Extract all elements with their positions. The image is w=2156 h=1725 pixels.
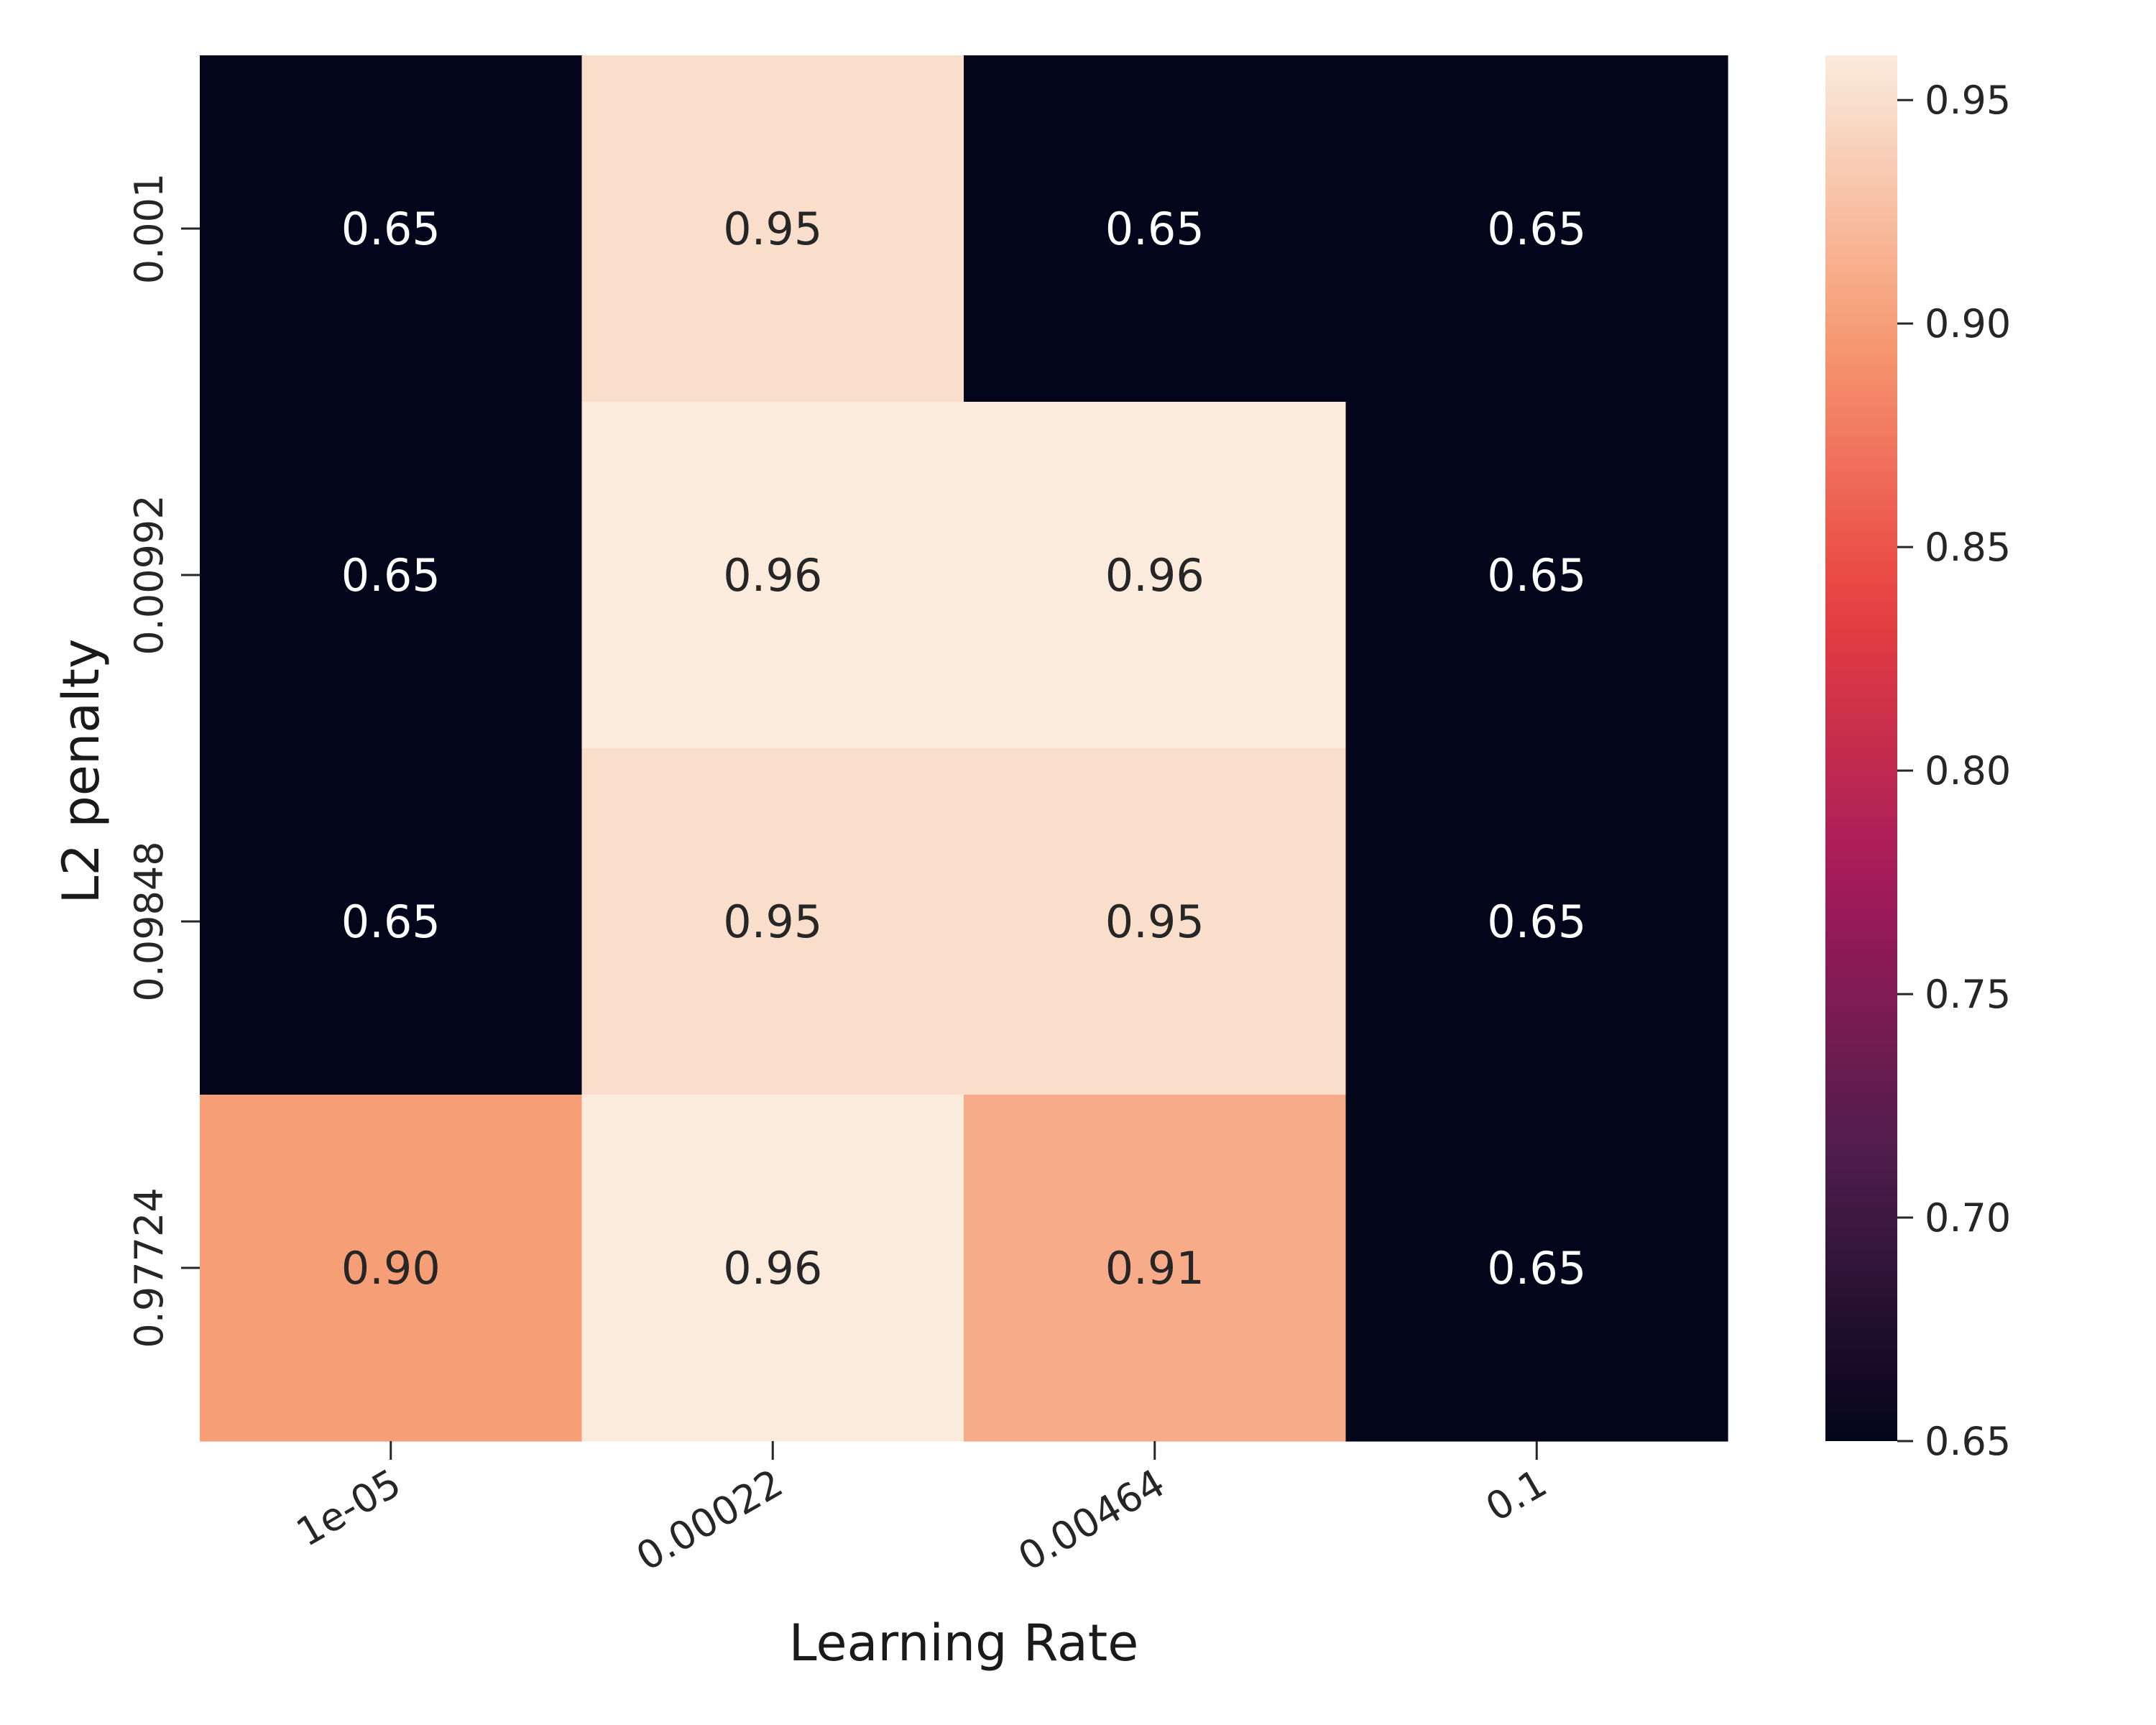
x-tick-label: 1e-05: [289, 1460, 408, 1555]
heatmap-cell: [200, 55, 583, 402]
x-tick-label: 0.1: [1478, 1460, 1554, 1531]
heatmap-cell: [581, 402, 964, 749]
cell-value-label: 0.95: [1105, 896, 1204, 948]
heatmap-cell: [964, 748, 1347, 1095]
x-tick-label: 0.00022: [629, 1460, 791, 1580]
heatmap-cell: [581, 55, 964, 402]
heatmap-cell: [1345, 55, 1728, 402]
y-tick-label: 0.00992: [126, 494, 172, 655]
heatmap-cell: [1345, 402, 1728, 749]
cell-value-label: 0.65: [341, 549, 441, 602]
colorbar-tick-label: 0.85: [1925, 525, 2011, 570]
heatmap-cell: [581, 1095, 964, 1442]
x-axis: 1e-05 0.00022 0.00464 0.1: [289, 1441, 1554, 1580]
cell-value-label: 0.95: [723, 896, 822, 948]
heatmap-cell: [964, 402, 1347, 749]
y-axis-label: L2 penalty: [52, 639, 111, 904]
colorbar-tick-label: 0.90: [1925, 301, 2011, 346]
heatmap-cell: [964, 1095, 1347, 1442]
y-tick-label: 0.001: [126, 173, 172, 285]
cell-value-label: 0.95: [723, 203, 822, 255]
x-axis-label: Learning Rate: [789, 1614, 1139, 1673]
cell-value-label: 0.91: [1105, 1242, 1204, 1294]
heatmap-cell: [581, 748, 964, 1095]
colorbar-gradient: [1825, 55, 1897, 1441]
heatmap-cell: [964, 55, 1347, 402]
heatmap-cell: [1345, 1095, 1728, 1442]
cell-value-label: 0.96: [1105, 549, 1204, 602]
cell-value-label: 0.65: [341, 896, 441, 948]
cell-value-label: 0.65: [341, 203, 441, 255]
cell-value-label: 0.96: [723, 1242, 822, 1294]
colorbar-tick-label: 0.95: [1925, 78, 2011, 123]
heatmap-cell: [200, 748, 583, 1095]
colorbar-tick-label: 0.70: [1925, 1195, 2011, 1241]
heatmap-cells: [200, 55, 1728, 1442]
cell-value-label: 0.90: [341, 1242, 441, 1294]
cell-value-label: 0.65: [1105, 203, 1204, 255]
cell-value-label: 0.65: [1487, 896, 1586, 948]
heatmap-cell: [200, 1095, 583, 1442]
heatmap-cell: [1345, 748, 1728, 1095]
colorbar-tick-label: 0.75: [1925, 972, 2011, 1017]
cell-value-label: 0.65: [1487, 203, 1586, 255]
y-tick-label: 0.09848: [126, 841, 172, 1001]
cell-value-label: 0.96: [723, 549, 822, 602]
y-axis: 0.001 0.00992 0.09848 0.97724: [126, 173, 200, 1348]
heatmap-cell-labels: 0.65 0.95 0.65 0.65 0.65 0.96 0.96 0.65 0.65 0.95…: [341, 203, 1587, 1294]
cell-value-label: 0.65: [1487, 549, 1586, 602]
cell-value-label: 0.65: [1487, 1242, 1586, 1294]
y-tick-label: 0.97724: [126, 1187, 172, 1348]
colorbar-tick-label: 0.65: [1925, 1419, 2011, 1464]
x-tick-label: 0.00464: [1010, 1460, 1172, 1580]
colorbar: 0.65 0.70 0.75 0.80 0.85 0.90 0.95: [1825, 55, 2011, 1464]
colorbar-tick-label: 0.80: [1925, 748, 2011, 794]
heatmap-cell: [200, 402, 583, 749]
